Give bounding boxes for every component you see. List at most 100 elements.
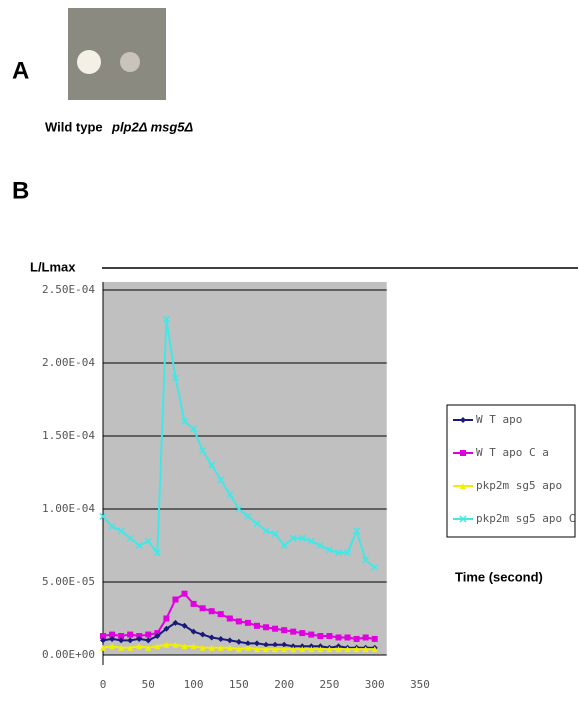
panel-label: A [12,57,29,84]
x-tick-label: 300 [365,678,385,691]
marker [145,631,152,638]
marker [235,505,243,513]
marker [317,646,324,653]
marker [272,641,279,648]
marker [217,611,224,618]
legend-label: pkp2m sg5 apo [476,479,562,492]
marker [344,549,352,557]
marker [127,631,134,638]
marker [325,546,333,554]
marker [459,515,467,523]
y-tick-label: 0.00E+00 [42,648,95,661]
marker [280,541,288,550]
marker [226,644,233,651]
marker [290,646,297,653]
marker [253,622,260,629]
marker [299,630,306,637]
marker [226,490,234,498]
marker [217,635,224,642]
marker [335,634,342,641]
legend [446,404,576,538]
marker [244,644,251,651]
legend-label: W T apo [476,413,522,426]
marker [272,625,279,632]
legend-label: pkp2m sg5 apo C a [476,512,580,525]
marker [199,605,206,612]
marker [118,644,125,651]
x-axis-label: Time (second) [455,569,543,584]
marker [109,643,116,650]
marker [235,618,242,625]
marker [244,640,251,647]
marker [171,374,179,382]
marker [290,628,297,635]
marker [181,590,188,597]
marker [326,633,333,640]
marker [235,638,242,645]
marker [154,633,161,640]
marker [163,641,170,648]
colony [77,50,101,74]
marker [163,625,170,632]
marker [262,527,270,535]
marker [298,534,306,542]
marker [353,635,360,642]
y-tick-label: 2.50E-04 [42,283,95,296]
marker [172,596,179,603]
marker [162,315,170,323]
y-tick-label: 5.00E-05 [42,575,95,588]
marker [99,512,107,520]
marker [172,641,179,648]
marker [208,634,215,641]
marker [316,541,324,550]
marker [362,646,369,653]
marker [263,646,270,653]
marker [244,512,252,520]
marker [208,461,216,469]
marker [136,643,143,650]
marker [180,417,189,425]
marker [281,641,288,648]
panel-label: B [12,177,29,204]
marker [281,627,288,634]
y-axis-label: L/Lmax [30,259,76,274]
marker [334,549,343,557]
y-tick-label: 1.50E-04 [42,429,95,442]
marker [181,643,188,650]
marker [172,619,179,626]
marker [208,644,215,651]
marker [153,549,161,557]
x-tick-label: 250 [319,678,339,691]
x-tick-label: 0 [100,678,107,691]
marker [118,637,125,644]
marker [263,624,270,631]
marker [235,646,242,653]
y-tick-label: 1.00E-04 [42,502,95,515]
marker [344,646,351,653]
marker [154,643,161,650]
marker [353,527,361,535]
marker [371,646,378,653]
marker [181,622,188,629]
strain-label: Wild type [45,119,103,134]
marker [117,527,125,535]
marker [460,483,466,489]
marker [299,646,306,653]
marker [326,646,333,653]
x-tick-label: 100 [184,678,204,691]
marker [100,644,106,651]
marker [371,635,378,642]
marker [199,644,206,651]
marker [344,634,351,641]
y-tick-label: 2.00E-04 [42,356,95,369]
marker [307,537,315,545]
marker [362,634,369,641]
marker [190,643,197,650]
marker [145,637,152,644]
marker [460,450,466,456]
marker [109,635,116,642]
marker [199,447,207,455]
legend-label: W T apo C a [476,446,549,459]
marker [335,646,342,653]
